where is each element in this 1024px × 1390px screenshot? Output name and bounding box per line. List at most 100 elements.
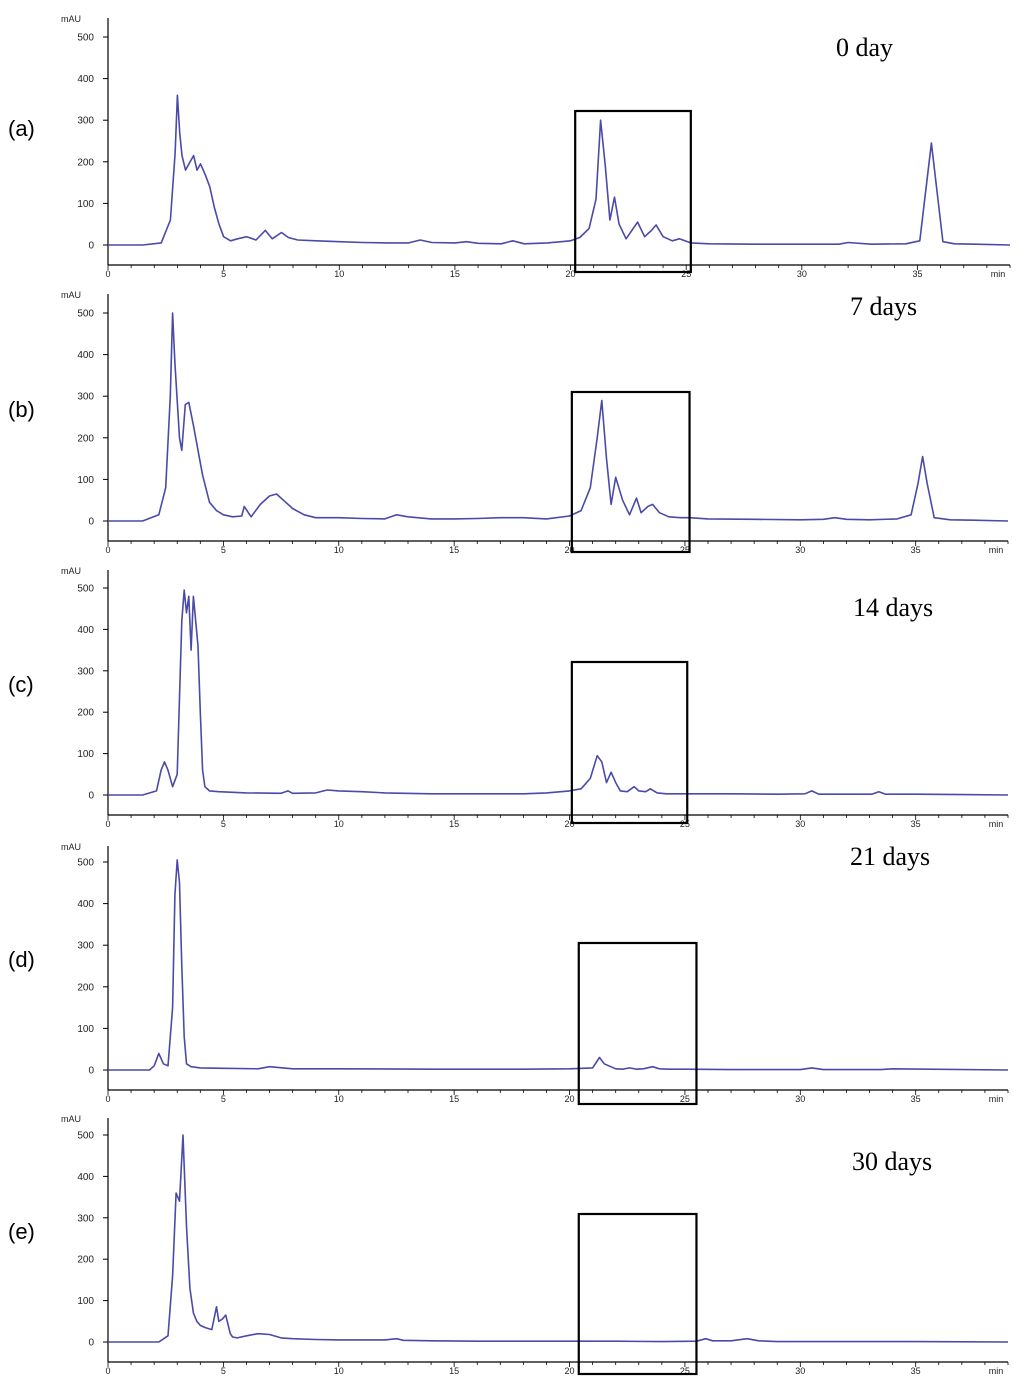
y-tick-label: 200 <box>77 433 94 444</box>
x-tick-label: 25 <box>680 1366 690 1376</box>
sampling-day-label: 21 days <box>850 842 930 871</box>
sampling-day-label: 7 days <box>850 292 917 321</box>
panel-label: (a) <box>8 116 35 141</box>
y-tick-label: 200 <box>77 982 94 993</box>
sampling-day-label: 0 day <box>836 33 893 62</box>
y-tick-label: 500 <box>77 309 94 320</box>
x-tick-label: 0 <box>105 269 110 279</box>
y-tick-label: 0 <box>88 1338 94 1349</box>
x-tick-label: 5 <box>221 819 226 829</box>
y-axis-unit-label: mAU <box>61 1114 81 1124</box>
x-tick-label: 10 <box>334 1366 344 1376</box>
x-tick-label: 35 <box>911 545 921 555</box>
y-tick-label: 0 <box>88 241 94 252</box>
x-tick-label: 25 <box>680 545 690 555</box>
y-tick-label: 500 <box>77 1131 94 1142</box>
y-tick-label: 100 <box>77 475 94 486</box>
x-tick-label: 30 <box>797 269 807 279</box>
y-tick-label: 200 <box>77 708 94 719</box>
y-tick-label: 400 <box>77 74 94 85</box>
panel-label: (e) <box>8 1219 35 1244</box>
chromatogram-trace <box>108 859 1009 1071</box>
x-tick-label: 35 <box>911 1094 921 1104</box>
x-axis-unit-label: min <box>989 1366 1004 1376</box>
chromatogram-trace <box>108 589 1009 796</box>
y-tick-label: 100 <box>77 199 94 210</box>
x-tick-label: 10 <box>334 545 344 555</box>
x-axis-unit-label: min <box>991 269 1006 279</box>
x-tick-label: 20 <box>565 1094 575 1104</box>
x-tick-label: 25 <box>681 269 691 279</box>
x-tick-label: 5 <box>221 1094 226 1104</box>
x-tick-label: 0 <box>105 545 110 555</box>
x-tick-label: 0 <box>105 1094 110 1104</box>
x-tick-label: 30 <box>795 819 805 829</box>
x-tick-label: 35 <box>911 819 921 829</box>
y-tick-label: 400 <box>77 625 94 636</box>
x-tick-label: 10 <box>334 819 344 829</box>
y-axis-unit-label: mAU <box>61 14 81 24</box>
chart-panel-a: mAU 0 100 200 300 400 500 0 5 10 15 20 25 30 35 min (a) 0… <box>8 14 1011 279</box>
y-tick-label: 300 <box>77 116 94 127</box>
y-tick-label: 400 <box>77 1172 94 1183</box>
y-tick-label: 100 <box>77 1024 94 1035</box>
chromatogram-trace <box>108 312 1009 522</box>
highlight-box <box>577 941 698 1106</box>
y-tick-label: 300 <box>77 1213 94 1224</box>
y-tick-label: 500 <box>77 858 94 869</box>
y-tick-label: 400 <box>77 899 94 910</box>
y-tick-label: 300 <box>77 666 94 677</box>
x-tick-label: 0 <box>105 1366 110 1376</box>
x-tick-label: 20 <box>565 1366 575 1376</box>
x-axis-unit-label: min <box>989 545 1004 555</box>
x-tick-label: 5 <box>221 269 226 279</box>
panel-label: (d) <box>8 947 35 972</box>
y-tick-label: 300 <box>77 941 94 952</box>
x-tick-label: 35 <box>911 1366 921 1376</box>
chart-panel-d: mAU 0 100 200 300 400 500 0 5 10 15 20 25 30 35 min (d) 2… <box>8 842 1009 1106</box>
chromatogram-trace <box>108 1134 1009 1343</box>
x-tick-label: 0 <box>105 819 110 829</box>
y-tick-label: 100 <box>77 1296 94 1307</box>
y-axis-unit-label: mAU <box>61 842 81 852</box>
x-tick-label: 30 <box>795 545 805 555</box>
sampling-day-label: 14 days <box>853 593 933 622</box>
y-tick-label: 0 <box>88 517 94 528</box>
highlight-box <box>570 660 689 825</box>
x-tick-label: 35 <box>912 269 922 279</box>
x-tick-label: 25 <box>680 1094 690 1104</box>
y-tick-label: 500 <box>77 33 94 44</box>
highlight-box <box>577 1212 698 1376</box>
x-tick-label: 15 <box>450 269 460 279</box>
x-tick-label: 20 <box>566 269 576 279</box>
y-tick-label: 200 <box>77 1255 94 1266</box>
x-tick-label: 20 <box>565 545 575 555</box>
x-axis-unit-label: min <box>989 1094 1004 1104</box>
x-axis-unit-label: min <box>989 819 1004 829</box>
x-tick-label: 15 <box>449 1094 459 1104</box>
sampling-day-label: 30 days <box>852 1147 932 1176</box>
y-tick-label: 400 <box>77 350 94 361</box>
y-axis-unit-label: mAU <box>61 566 81 576</box>
y-tick-label: 200 <box>77 157 94 168</box>
chart-panel-e: mAU 0 100 200 300 400 500 0 5 10 15 20 25 30 35 min (e) 3… <box>8 1114 1009 1376</box>
y-tick-label: 300 <box>77 392 94 403</box>
x-tick-label: 15 <box>449 545 459 555</box>
x-tick-label: 15 <box>449 819 459 829</box>
x-tick-label: 10 <box>334 1094 344 1104</box>
panel-label: (b) <box>8 397 35 422</box>
x-tick-label: 5 <box>221 545 226 555</box>
y-tick-label: 0 <box>88 791 94 802</box>
chromatogram-trace <box>108 94 1011 246</box>
chart-panel-b: mAU 0 100 200 300 400 500 0 5 10 15 20 25 30 35 min (b) 7… <box>8 290 1009 555</box>
highlight-box <box>570 390 691 554</box>
x-tick-label: 5 <box>221 1366 226 1376</box>
y-tick-label: 500 <box>77 584 94 595</box>
x-tick-label: 30 <box>795 1366 805 1376</box>
x-tick-label: 15 <box>449 1366 459 1376</box>
x-tick-label: 10 <box>334 269 344 279</box>
y-axis-unit-label: mAU <box>61 290 81 300</box>
y-tick-label: 100 <box>77 749 94 760</box>
